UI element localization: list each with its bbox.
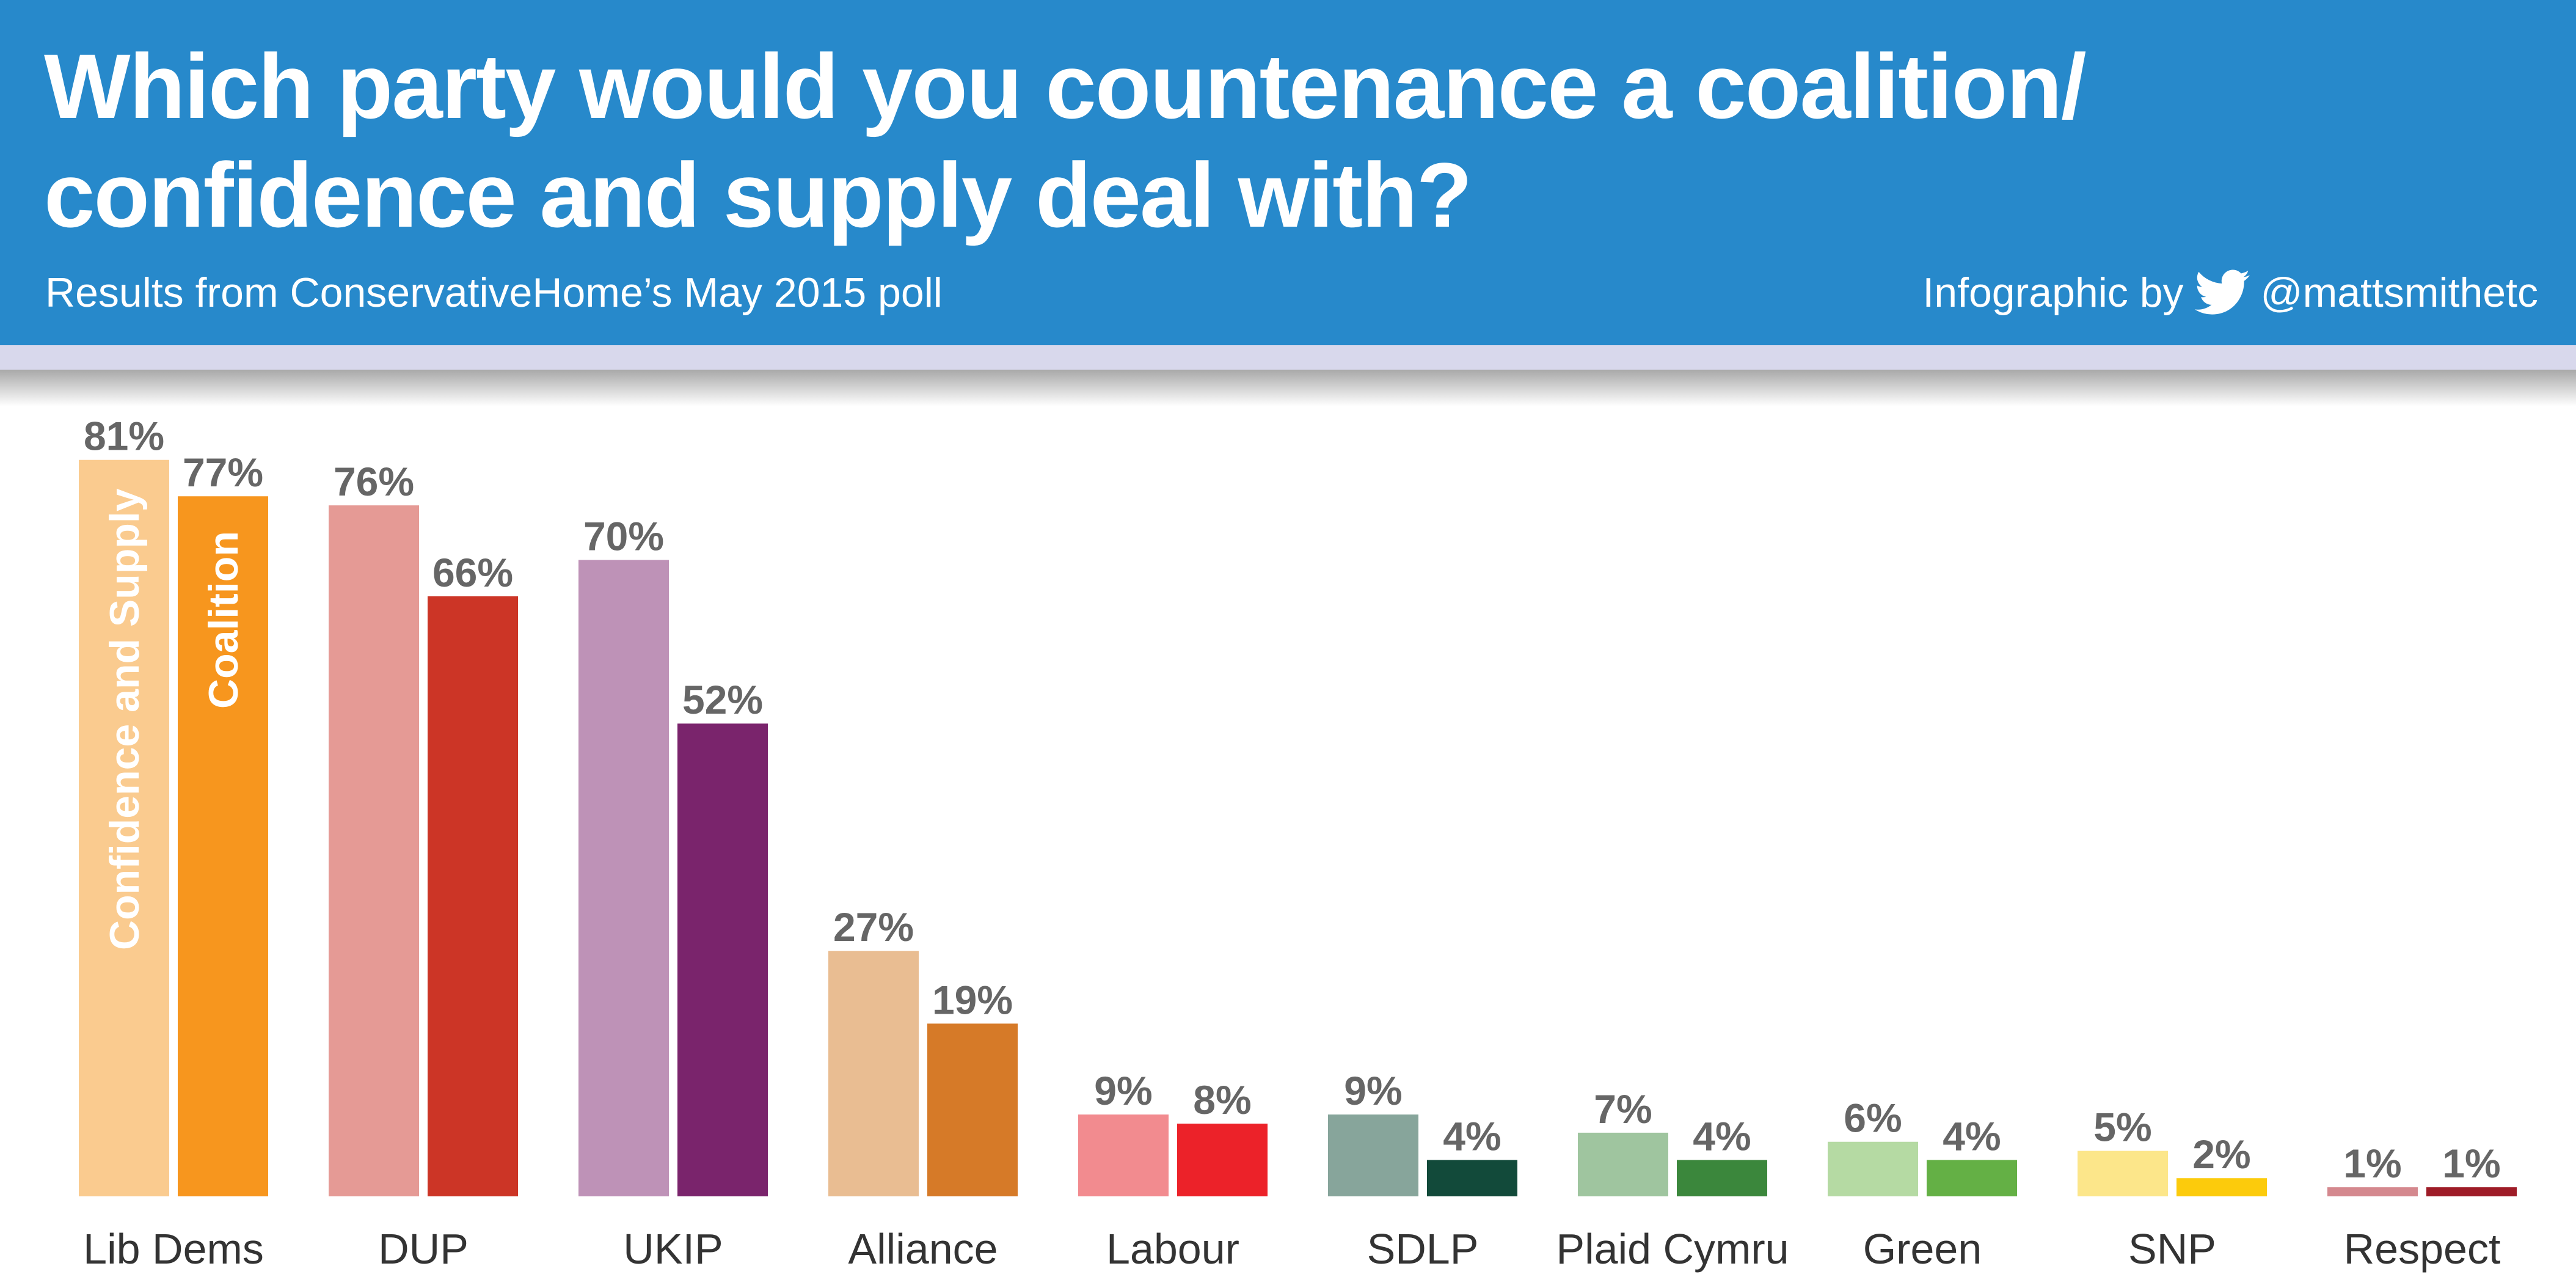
bar-alliance-coalition bbox=[927, 1023, 1018, 1196]
bar-ukip-coalition bbox=[677, 723, 768, 1196]
bar-dup-coalition bbox=[428, 596, 518, 1196]
bar-snp-confidence-supply bbox=[2078, 1151, 2168, 1196]
value-label: 52% bbox=[682, 677, 763, 722]
bar-respect-coalition bbox=[2426, 1187, 2517, 1196]
bar-green-coalition bbox=[1927, 1160, 2017, 1196]
category-label: Respect bbox=[2344, 1225, 2501, 1273]
value-label: 9% bbox=[1094, 1068, 1152, 1113]
category-label: Labour bbox=[1106, 1225, 1239, 1273]
header-banner: Which party would you countenance a coal… bbox=[0, 0, 2576, 345]
category-label: SDLP bbox=[1367, 1225, 1479, 1273]
category-label: Plaid Cymru bbox=[1556, 1225, 1789, 1273]
legend-label-coalition: Coalition bbox=[200, 531, 247, 709]
bar-sdlp-coalition bbox=[1427, 1160, 1517, 1196]
chart-subtitle: Results from ConservativeHome’s May 2015… bbox=[45, 269, 943, 316]
bar-alliance-confidence-supply bbox=[828, 951, 919, 1196]
bar-plaid-cymru-coalition bbox=[1677, 1160, 1767, 1196]
value-label: 5% bbox=[2093, 1105, 2151, 1150]
category-label: Lib Dems bbox=[83, 1225, 264, 1273]
category-label: UKIP bbox=[623, 1225, 723, 1273]
bar-sdlp-confidence-supply bbox=[1328, 1114, 1418, 1196]
bar-lib-dems-confidence-supply bbox=[79, 459, 169, 1196]
value-label: 9% bbox=[1344, 1068, 1402, 1113]
bar-labour-coalition bbox=[1177, 1123, 1268, 1196]
credit-handle: @mattsmithetc bbox=[2260, 269, 2538, 316]
bar-snp-coalition bbox=[2176, 1178, 2267, 1196]
bar-dup-confidence-supply bbox=[329, 505, 419, 1196]
category-label: DUP bbox=[378, 1225, 469, 1273]
value-label: 76% bbox=[334, 459, 414, 504]
header-shadow bbox=[0, 370, 2576, 406]
value-label: 8% bbox=[1193, 1077, 1251, 1122]
bar-plaid-cymru-confidence-supply bbox=[1578, 1132, 1668, 1196]
bar-labour-confidence-supply bbox=[1078, 1114, 1169, 1196]
value-label: 4% bbox=[1443, 1113, 1501, 1158]
value-label: 77% bbox=[183, 450, 263, 495]
bar-lib-dems-coalition bbox=[178, 496, 268, 1196]
value-label: 4% bbox=[1943, 1113, 2001, 1158]
credit-prefix: Infographic by bbox=[1922, 269, 2184, 316]
category-label: SNP bbox=[2128, 1225, 2216, 1273]
value-label: 27% bbox=[833, 904, 914, 950]
value-label: 1% bbox=[2343, 1141, 2401, 1186]
value-label: 81% bbox=[84, 414, 164, 459]
value-label: 70% bbox=[583, 513, 664, 558]
value-label: 2% bbox=[2192, 1132, 2250, 1177]
value-label: 7% bbox=[1594, 1086, 1652, 1132]
category-label: Green bbox=[1863, 1225, 1982, 1273]
twitter-bird-icon bbox=[2194, 269, 2250, 315]
header-divider bbox=[0, 345, 2576, 370]
bar-green-confidence-supply bbox=[1828, 1141, 1918, 1196]
legend-label-confidence-supply: Confidence and Supply bbox=[101, 488, 148, 950]
chart-title: Which party would you countenance a coal… bbox=[44, 35, 2087, 246]
value-label: 6% bbox=[1844, 1096, 1902, 1141]
value-label: 66% bbox=[432, 550, 513, 595]
bar-ukip-confidence-supply bbox=[578, 560, 669, 1196]
credit: Infographic by @mattsmithetc bbox=[1922, 269, 2538, 317]
category-label: Alliance bbox=[848, 1225, 998, 1273]
value-label: 1% bbox=[2442, 1141, 2500, 1186]
value-label: 4% bbox=[1693, 1113, 1751, 1158]
value-label: 19% bbox=[932, 977, 1013, 1022]
bar-respect-confidence-supply bbox=[2327, 1187, 2418, 1196]
